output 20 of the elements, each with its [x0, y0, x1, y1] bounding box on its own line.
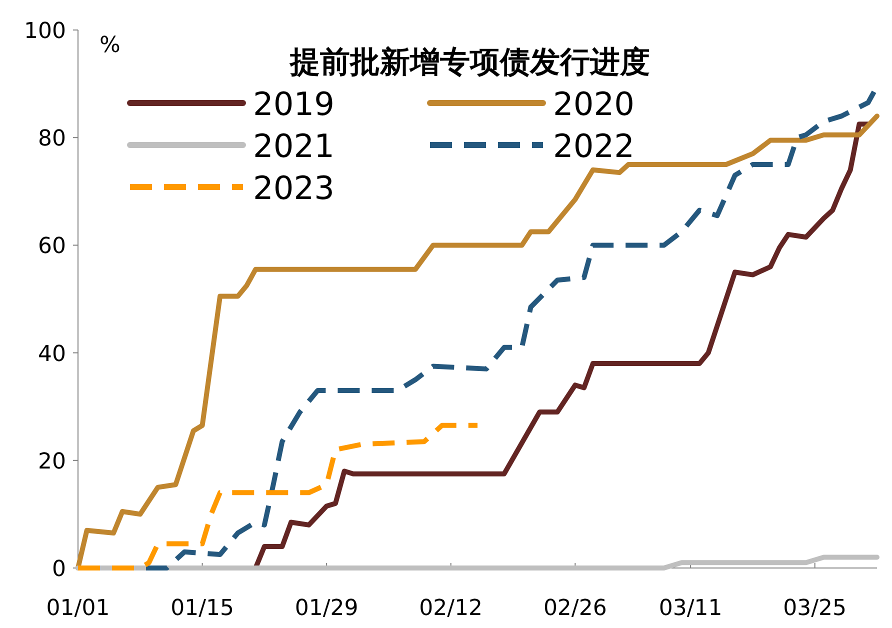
x-tick-label: 03/25	[783, 596, 847, 621]
x-tick-label: 02/26	[543, 596, 607, 621]
x-tick-label: 01/29	[294, 596, 358, 621]
x-tick-label: 02/12	[419, 596, 483, 621]
y-tick-label: 20	[38, 449, 66, 474]
legend-label: 2021	[253, 127, 334, 165]
y-axis-title: %	[100, 33, 120, 58]
x-tick-label: 01/01	[46, 596, 110, 621]
y-tick-label: 100	[24, 19, 66, 44]
legend-label: 2019	[253, 85, 334, 123]
y-tick-label: 80	[38, 126, 66, 152]
y-tick-label: 40	[38, 342, 66, 367]
legend-label: 2020	[553, 85, 634, 123]
legend-label: 2023	[253, 169, 334, 207]
y-tick-label: 0	[52, 557, 66, 582]
y-tick-label: 60	[38, 234, 66, 260]
legend-label: 2022	[553, 127, 634, 165]
text: 提前批新增专项债发行进度	[289, 45, 650, 80]
x-tick-label: 01/15	[170, 596, 234, 621]
x-tick-label: 03/11	[658, 596, 722, 621]
